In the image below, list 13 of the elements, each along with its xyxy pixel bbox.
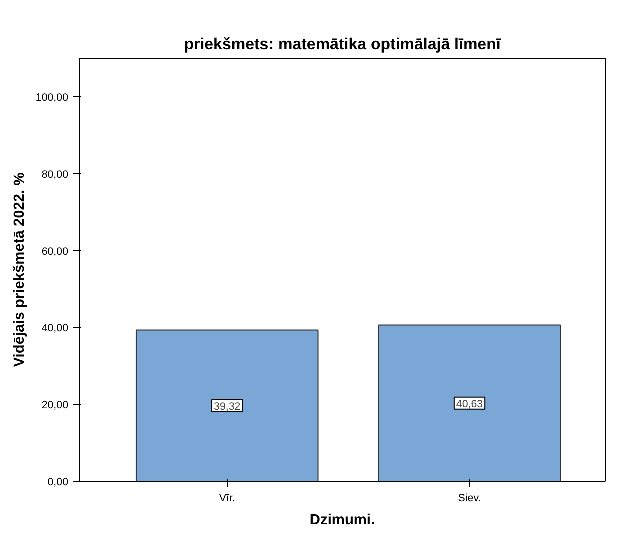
- y-tick-label: 100,00: [36, 92, 69, 104]
- y-tick-label: 60,00: [42, 246, 69, 258]
- y-tick-label: 80,00: [42, 168, 69, 181]
- data-label: 40,63: [456, 398, 484, 410]
- y-axis-title: Vidējais priekšmetā 2022. %: [12, 172, 28, 368]
- y-tick-label: 40,00: [42, 322, 69, 335]
- y-tick-label: 0,00: [48, 476, 69, 488]
- y-tick-label: 20,00: [42, 400, 69, 412]
- x-tick-label: Vīr.: [219, 492, 236, 504]
- x-axis-title: Dzimumi.: [310, 512, 376, 528]
- chart-title: priekšmets: matemātika optimālajā līmenī: [184, 36, 502, 54]
- data-label: 39,32: [214, 400, 241, 413]
- x-tick-label: Siev.: [458, 492, 482, 504]
